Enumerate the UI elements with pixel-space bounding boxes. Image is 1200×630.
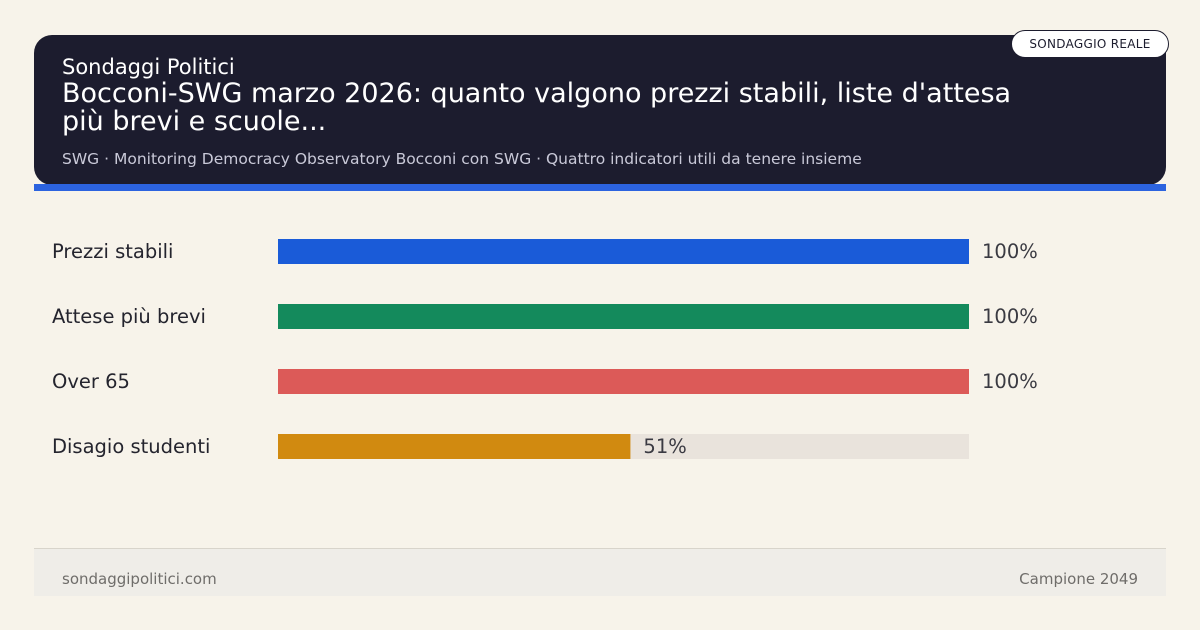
footer: sondaggipolitici.com Campione 2049 (34, 548, 1166, 596)
value-label: 100% (982, 370, 1038, 393)
value-label: 100% (982, 240, 1038, 263)
page-title: Bocconi-SWG marzo 2026: quanto valgono p… (62, 78, 1012, 137)
bar (278, 369, 969, 394)
bar (278, 239, 969, 264)
header-accent-bar (34, 184, 1166, 191)
source-name: Sondaggi Politici (62, 55, 235, 79)
footer-site[interactable]: sondaggipolitici.com (62, 570, 217, 588)
category-label: Attese più brevi (52, 305, 206, 328)
subtitle: SWG · Monitoring Democracy Observatory B… (62, 150, 862, 168)
category-label: Disagio studenti (52, 435, 210, 458)
value-label: 100% (982, 305, 1038, 328)
category-label: Prezzi stabili (52, 240, 173, 263)
footer-sample-size: Campione 2049 (1019, 570, 1138, 588)
bar (278, 434, 631, 459)
value-label: 51% (643, 435, 686, 458)
header-panel: Sondaggi Politici Bocconi-SWG marzo 2026… (34, 35, 1166, 185)
category-label: Over 65 (52, 370, 130, 393)
status-badge: SONDAGGIO REALE (1011, 30, 1169, 58)
bar (278, 304, 969, 329)
